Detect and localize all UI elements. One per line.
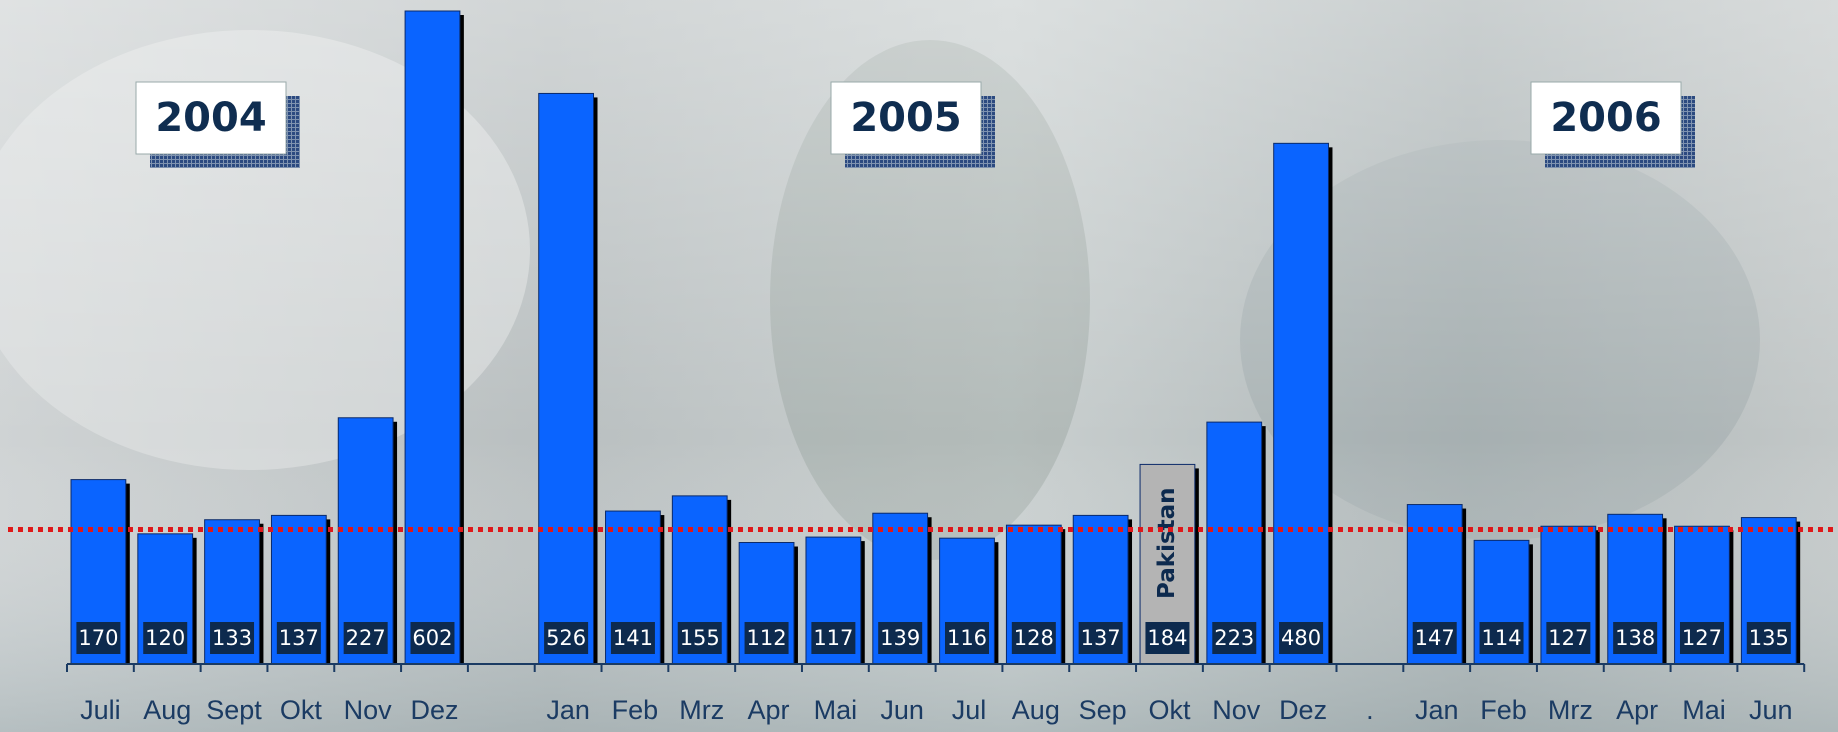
value-label: 112	[747, 626, 787, 650]
value-label-box	[1412, 622, 1457, 654]
value-label-box	[76, 622, 121, 654]
bar	[1273, 142, 1329, 665]
x-tick-label: Jan	[546, 695, 590, 725]
x-tick-label: Mrz	[679, 695, 724, 725]
value-label: 137	[1081, 626, 1121, 650]
year-label: 2004	[155, 95, 266, 141]
x-tick-label: Feb	[1480, 695, 1527, 725]
value-label: 116	[947, 626, 987, 650]
value-label: 526	[546, 626, 586, 650]
x-tick-label: Apr	[748, 695, 790, 725]
x-tick-label: Jul	[952, 695, 987, 725]
x-tick-label: Aug	[1012, 695, 1060, 725]
x-tick-label: Sep	[1079, 695, 1127, 725]
x-tick-label: Mai	[814, 695, 858, 725]
x-tick-label: Okt	[1148, 695, 1191, 725]
value-label-box	[544, 622, 589, 654]
value-label-box	[610, 622, 655, 654]
x-tick-label: .	[1366, 695, 1374, 725]
value-label-box	[143, 622, 188, 654]
year-box	[1530, 81, 1682, 155]
value-label-box	[210, 622, 255, 654]
x-tick-label: Jun	[1749, 695, 1793, 725]
bar	[538, 92, 595, 665]
value-label: 135	[1749, 626, 1789, 650]
value-label: 114	[1481, 626, 1521, 650]
value-label-box	[1546, 622, 1591, 654]
value-label-box	[878, 622, 923, 654]
value-label: 223	[1214, 626, 1254, 650]
x-tick-label: Nov	[1212, 695, 1261, 725]
x-tick-label: Mai	[1682, 695, 1726, 725]
value-label: 127	[1548, 626, 1588, 650]
value-label: 602	[412, 626, 452, 650]
year-label: 2005	[850, 95, 961, 141]
value-label-box	[811, 622, 856, 654]
value-label-box	[410, 622, 455, 654]
bar	[404, 10, 461, 665]
x-tick-label: Nov	[344, 695, 393, 725]
value-label-box	[744, 622, 789, 654]
value-label: 120	[145, 626, 185, 650]
value-label-box	[1011, 622, 1056, 654]
value-label-box	[276, 622, 321, 654]
value-label: 138	[1615, 626, 1655, 650]
value-label-box	[1145, 622, 1190, 654]
x-tick-label: Mrz	[1548, 695, 1593, 725]
year-label: 2006	[1550, 95, 1661, 141]
value-label: 227	[346, 626, 386, 650]
value-label: 139	[880, 626, 920, 650]
value-label: 133	[212, 626, 252, 650]
value-label: 137	[279, 626, 319, 650]
value-label: 155	[680, 626, 720, 650]
value-label-box	[343, 622, 388, 654]
value-label-box	[1279, 622, 1324, 654]
year-box	[135, 81, 287, 155]
annotation: Pakistan	[1154, 487, 1180, 599]
x-tick-label: Jun	[880, 695, 924, 725]
value-label-box	[945, 622, 990, 654]
value-label-box	[1078, 622, 1123, 654]
value-label: 170	[78, 626, 118, 650]
x-tick-label: Apr	[1616, 695, 1658, 725]
value-label-box	[1479, 622, 1524, 654]
year-box	[830, 81, 982, 155]
x-tick-label: Sept	[206, 695, 262, 725]
value-label: 141	[613, 626, 653, 650]
x-tick-label: Okt	[280, 695, 323, 725]
x-tick-label: Jan	[1415, 695, 1459, 725]
x-tick-label: Juli	[80, 695, 121, 725]
value-label: 184	[1147, 626, 1187, 650]
value-label: 127	[1682, 626, 1722, 650]
value-label: 147	[1415, 626, 1455, 650]
value-label-box	[1613, 622, 1658, 654]
value-label: 128	[1014, 626, 1054, 650]
value-label-box	[1679, 622, 1724, 654]
value-label-box	[1212, 622, 1257, 654]
value-label-box	[677, 622, 722, 654]
value-label: 480	[1281, 626, 1321, 650]
x-tick-label: Dez	[1279, 695, 1327, 725]
value-label-box	[1746, 622, 1791, 654]
x-tick-label: Dez	[410, 695, 458, 725]
x-tick-label: Aug	[143, 695, 191, 725]
x-tick-label: Feb	[612, 695, 659, 725]
value-label: 117	[813, 626, 853, 650]
